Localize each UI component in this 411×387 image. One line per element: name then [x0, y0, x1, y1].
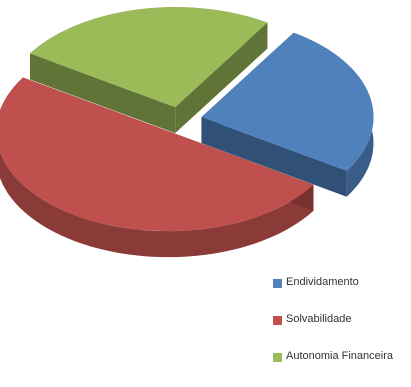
legend-label-solvabilidade: Solvabilidade	[286, 313, 352, 325]
pie-chart	[0, 7, 374, 258]
legend-swatch-endividamento	[273, 279, 282, 288]
pie-slice-solvabilidade	[0, 77, 314, 232]
legend-swatch-solvabilidade	[273, 316, 282, 325]
pie-slice-cut-autonomia-financeira-1	[175, 22, 268, 134]
legend-item-solvabilidade: Solvabilidade	[273, 313, 409, 329]
legend-item-endividamento: Endividamento	[273, 276, 409, 292]
chart-legend: Endividamento Solvabilidade Autonomia Fi…	[273, 276, 409, 387]
pie-slice-endividamento	[201, 32, 374, 171]
pie-slice-cut-autonomia-financeira-0	[29, 53, 176, 134]
pie-slice-autonomia-financeira	[29, 7, 268, 108]
pie-slice-cut-endividamento-1	[201, 117, 347, 197]
legend-label-endividamento: Endividamento	[286, 276, 359, 288]
legend-swatch-autonomia-financeira	[273, 353, 282, 362]
legend-item-autonomia-financeira: Autonomia Financeira	[273, 350, 409, 366]
legend-label-autonomia-financeira: Autonomia Financeira	[286, 350, 394, 362]
pie-chart-svg	[0, 7, 374, 258]
